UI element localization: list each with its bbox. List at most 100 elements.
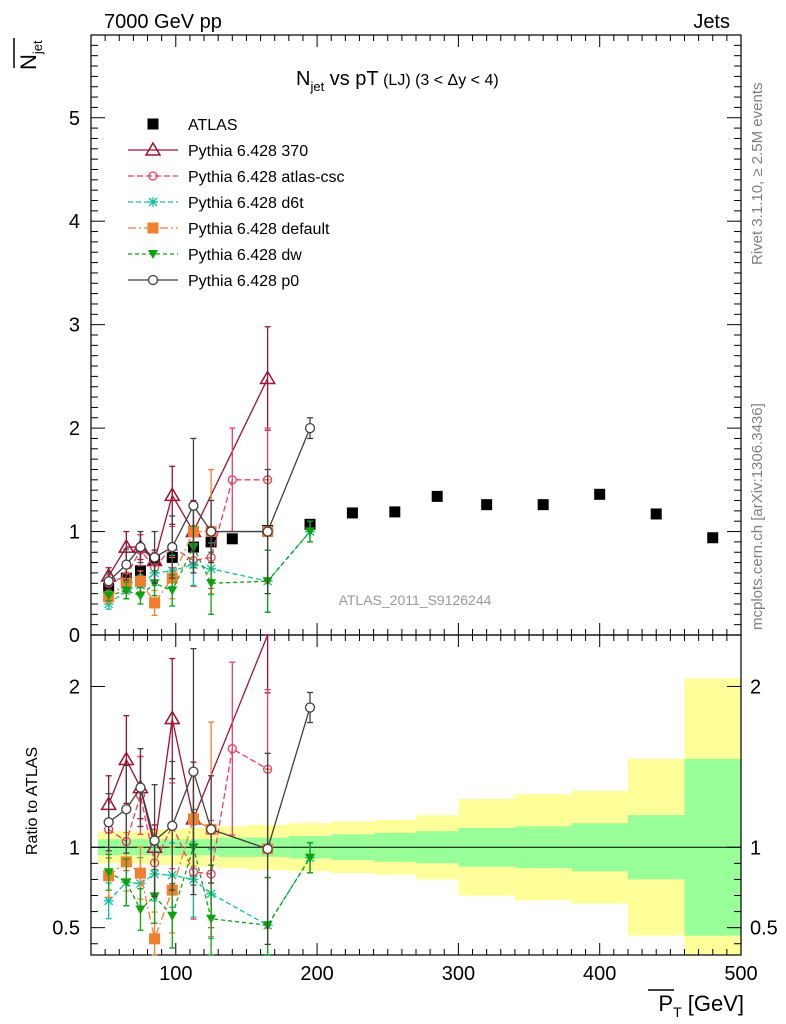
legend-marker xyxy=(148,250,158,259)
data-point xyxy=(205,526,217,537)
atlas-data-point xyxy=(431,490,443,502)
ratio-data-point xyxy=(167,911,178,921)
ratio-data-point xyxy=(305,853,316,863)
y-tick-label: 3 xyxy=(69,315,80,337)
x-axis-label: PT [GeV] xyxy=(658,991,744,1020)
ratio-data-point xyxy=(149,933,161,945)
data-point xyxy=(188,500,199,511)
data-point xyxy=(163,486,181,502)
series-ratio-p0 xyxy=(103,647,316,946)
main-panel-plot xyxy=(100,326,719,616)
data-point xyxy=(149,597,161,609)
data-point xyxy=(206,579,217,589)
ratio-data-point xyxy=(121,804,132,815)
y-tick-label-right: 2 xyxy=(750,676,761,698)
ratio-data-point xyxy=(118,751,135,766)
chart-title: Njet vs pT (LJ) (3 < Δy < 4) xyxy=(296,68,499,94)
y-tick-label: 2 xyxy=(69,418,80,440)
x-tick-label: 500 xyxy=(724,963,757,985)
y-tick-label: 0.5 xyxy=(52,918,80,940)
ratio-data-point xyxy=(188,766,199,777)
ratio-data-point xyxy=(304,702,316,713)
atlas-data-point xyxy=(650,508,662,520)
legend-entry-atlascsc: Pythia 6.428 atlas-csc xyxy=(128,169,345,186)
ratio-data-point xyxy=(149,835,160,846)
data-point xyxy=(103,576,114,587)
main-y-axis-label: Njet xyxy=(16,40,45,70)
legend-entry-p0: Pythia 6.428 p0 xyxy=(128,273,299,290)
analysis-watermark: ATLAS_2011_S9126244 xyxy=(339,592,492,608)
ratio-data-point xyxy=(121,878,132,888)
ratio-panel-plot xyxy=(100,634,316,956)
ratio-data-point xyxy=(134,867,146,879)
ratio-data-point xyxy=(163,710,181,725)
ratio-data-point xyxy=(227,744,237,754)
data-point xyxy=(304,422,316,434)
legend-entry-p370: Pythia 6.428 370 xyxy=(128,141,308,160)
atlas-data-point xyxy=(537,499,549,511)
legend-label: Pythia 6.428 atlas-csc xyxy=(188,169,345,186)
ratio-data-point xyxy=(206,914,217,924)
legend-label: Pythia 6.428 default xyxy=(188,221,330,238)
atlas-data-point xyxy=(707,532,719,544)
atlas-data-point xyxy=(226,533,238,545)
y-tick-label: 0 xyxy=(69,625,80,647)
legend-entry-d6t: Pythia 6.428 d6t xyxy=(128,195,304,212)
header-left: 7000 GeV pp xyxy=(104,11,222,33)
legend-marker xyxy=(147,274,159,286)
ratio-data-point xyxy=(205,824,217,835)
legend-entry-atlas: ATLAS xyxy=(147,117,238,134)
header-right: Jets xyxy=(693,11,730,33)
data-point xyxy=(135,541,146,553)
legend-marker xyxy=(148,197,158,207)
y-tick-label: 4 xyxy=(69,211,80,233)
ratio-data-point xyxy=(135,905,146,915)
series-ratio-line xyxy=(108,844,311,926)
legend: ATLAS Pythia 6.428 370 Pythia 6.428 atlas-… xyxy=(128,117,345,290)
ratio-data-point xyxy=(103,895,114,906)
atlas-data-point xyxy=(481,499,493,511)
ratio-data-point xyxy=(262,843,273,855)
y-tick-label-right: 1 xyxy=(750,837,761,859)
x-tick-label: 300 xyxy=(442,963,475,985)
ratio-data-point xyxy=(103,817,114,828)
data-point xyxy=(103,591,114,601)
legend-label: Pythia 6.428 dw xyxy=(188,247,302,264)
legend-marker xyxy=(147,222,159,234)
data-point xyxy=(134,575,146,587)
y-tick-label: 2 xyxy=(69,676,80,698)
legend-label: Pythia 6.428 d6t xyxy=(188,195,304,212)
ratio-y-axis-label: Ratio to ATLAS xyxy=(24,747,41,855)
atlas-data-point xyxy=(594,488,606,500)
x-tick-label: 200 xyxy=(300,963,333,985)
side-mcplots-label: mcplots.cern.ch [arXiv:1306.3436] xyxy=(749,403,766,630)
atlas-data-point xyxy=(346,507,358,519)
series-ratio-line xyxy=(108,747,268,875)
series-p0 xyxy=(103,417,316,595)
data-point xyxy=(305,527,316,537)
y-tick-label: 5 xyxy=(69,108,80,130)
legend-marker xyxy=(144,141,162,156)
data-point xyxy=(227,475,237,485)
atlas-data-point xyxy=(389,506,401,518)
data-point xyxy=(149,552,160,563)
legend-entry-default: Pythia 6.428 default xyxy=(128,221,330,238)
x-tick-label: 400 xyxy=(583,963,616,985)
legend-label: Pythia 6.428 370 xyxy=(188,143,308,160)
data-point xyxy=(121,586,132,596)
data-point xyxy=(121,559,132,570)
data-point xyxy=(167,586,178,596)
legend-marker xyxy=(147,118,159,130)
legend-marker xyxy=(148,171,158,181)
data-point xyxy=(135,591,146,601)
main-panel-axes: 0 1 2 3 4 5 xyxy=(69,34,742,647)
data-point xyxy=(262,526,273,537)
legend-label: ATLAS xyxy=(188,117,238,134)
legend-entry-dw: Pythia 6.428 dw xyxy=(128,247,302,264)
series-line xyxy=(108,479,268,584)
series-default xyxy=(103,468,274,616)
ratio-panel-axes: 100 200 300 400 500 0.5 0.5 1 1 2 2 xyxy=(52,634,778,985)
legend-label: Pythia 6.428 p0 xyxy=(188,273,299,290)
ratio-data-point xyxy=(103,868,114,878)
